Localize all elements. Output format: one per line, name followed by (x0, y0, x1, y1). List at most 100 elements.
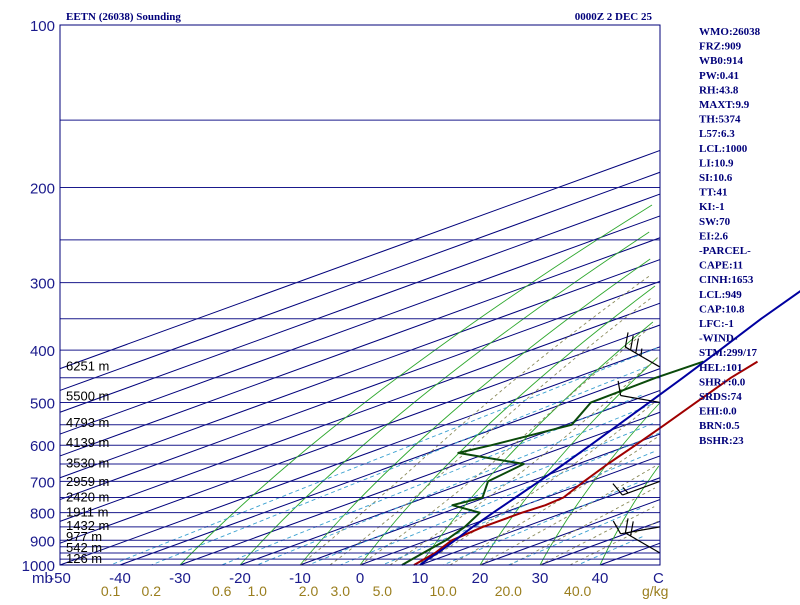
height-label: 5500 m (66, 388, 109, 403)
stability-index-item: -WIND- (699, 333, 738, 345)
height-label: 2959 m (66, 474, 109, 489)
mixing-ratio-unit: g/kg (642, 583, 668, 599)
stability-index-item: SW:70 (699, 216, 731, 228)
height-label: 4793 m (66, 415, 109, 430)
dry-adiabat-lines (179, 204, 661, 566)
stability-index-item: SRDS:74 (699, 391, 742, 403)
mixing-ratio-label: 5.0 (373, 583, 393, 599)
stability-index-item: WMO:26038 (699, 26, 761, 38)
pressure-tick-label: 200 (30, 181, 55, 198)
isotherm-line (59, 302, 661, 522)
mixing-ratio-line (382, 451, 654, 566)
mixing-ratio-line (508, 507, 641, 566)
mixing-ratio-label: 0.6 (212, 583, 232, 599)
moist-adiabat-line (299, 274, 652, 566)
isotherm-line (239, 411, 661, 566)
height-label: 3530 m (66, 455, 109, 470)
wind-barb (612, 480, 661, 496)
mixing-ratio-label: 3.0 (331, 583, 351, 599)
stability-index-item: CAP:10.8 (699, 303, 745, 315)
moist-adiabat-line (359, 325, 653, 566)
pressure-tick-label: 300 (30, 276, 55, 293)
stability-index-item: LCL:1000 (699, 143, 748, 155)
stability-index-item: FRZ:909 (699, 41, 742, 53)
temperature-tick-label: 30 (532, 570, 549, 587)
stability-index-item: KI:-1 (699, 201, 725, 213)
height-label: 1432 m (66, 518, 109, 533)
sounding-series (401, 290, 800, 566)
plot-frame (59, 24, 661, 566)
height-label: 977 m (66, 529, 102, 544)
height-label: 1911 m (66, 504, 108, 519)
mixing-ratio-label: 40.0 (564, 583, 591, 599)
isotherm-line (59, 171, 661, 391)
pressure-tick-label: 800 (30, 506, 55, 523)
temperature-tick-label: 20 (472, 570, 489, 587)
mixing-ratio-line (151, 366, 648, 566)
height-label: 126 m (66, 551, 102, 566)
stability-index-item: L57:6.3 (699, 128, 735, 140)
height-labels: 6251 m 5500 m 4793 m 4139 m 3530 m 2959 m2420… (66, 358, 109, 566)
stability-index-item: LFC:-1 (699, 318, 734, 330)
mixing-ratio-label: 20.0 (495, 583, 522, 599)
pressure-tick-label: 700 (30, 474, 55, 491)
stability-index-item: LI:10.9 (699, 157, 734, 169)
moist-adiabat-line (509, 487, 656, 566)
height-label: 4139 m (66, 435, 109, 450)
isotherm-line (59, 280, 661, 501)
height-label: 6251 m (66, 358, 109, 373)
temperature-tick-label: 10 (412, 570, 429, 587)
wind-barb (624, 332, 661, 368)
moist-adiabat-line (569, 520, 659, 566)
mixing-ratio-lines (110, 347, 660, 566)
chart-time: 0000Z 2 DEC 25 (575, 11, 653, 23)
moist-adiabat-line (539, 506, 655, 566)
stability-index-item: TH:5374 (699, 114, 741, 126)
height-label: 542 m (66, 540, 102, 555)
temperature-tick-label: -30 (169, 570, 191, 587)
pressure-tick-label: 100 (30, 18, 55, 35)
stability-index-item: CAPE:11 (699, 260, 743, 272)
moist-adiabat-line (419, 402, 655, 566)
dry-adiabat-line (179, 204, 653, 566)
mixing-ratio-label: 0.1 (101, 583, 121, 599)
temperature-tick-label: 0 (356, 570, 364, 587)
stability-indices-panel: WMO:26038 FRZ:909 WB0:914 PW:0.41 RH:43.8 MAX… (699, 26, 761, 447)
pressure-tick-label: 600 (30, 438, 55, 455)
y-axis-unit: mb (32, 570, 53, 587)
pressure-tick-label: 400 (30, 343, 55, 360)
dry-adiabat-line (539, 402, 661, 566)
isotherm-line (59, 237, 661, 457)
temperature-tick-label: -50 (49, 570, 71, 587)
mixing-ratio-line (221, 394, 642, 566)
stability-index-item: EI:2.6 (699, 230, 729, 242)
chart-title: EETN (26038) Sounding (66, 11, 181, 23)
dry-adiabat-line (359, 285, 656, 566)
isotherm-line (419, 477, 661, 566)
mixing-ratio-label: 10.0 (429, 583, 456, 599)
stability-index-item: -PARCEL- (699, 245, 751, 257)
mixing-ratio-line (577, 536, 643, 566)
mixing-ratio-line (257, 404, 652, 566)
dry-adiabat-line (299, 258, 651, 566)
stability-index-item: HEL:101 (699, 362, 742, 374)
pressure-tick-label: 1000 (22, 558, 55, 575)
x-axis-unit: C (653, 570, 664, 587)
temperature-tick-label: -40 (109, 570, 131, 587)
moist-adiabat-line (479, 463, 659, 566)
mixing-ratio-label: 1.0 (247, 583, 267, 599)
stability-index-item: STM:299/17 (699, 347, 758, 359)
pressure-tick-labels: 100 200 300 400 500 600 700 800 900 1000 (22, 18, 55, 575)
wind-barb (624, 518, 661, 554)
temperature-tick-label: -20 (229, 570, 251, 587)
isotherm-line (59, 346, 661, 566)
pressure-tick-label: 900 (30, 533, 55, 550)
dry-adiabat-line (479, 357, 658, 566)
stability-index-item: SHR+:0.0 (699, 376, 746, 388)
stability-index-item: CINH:1653 (699, 274, 754, 286)
wind-barb (617, 380, 661, 404)
stability-index-item: BRN:0.5 (699, 420, 740, 432)
isotherm-line (59, 215, 661, 435)
